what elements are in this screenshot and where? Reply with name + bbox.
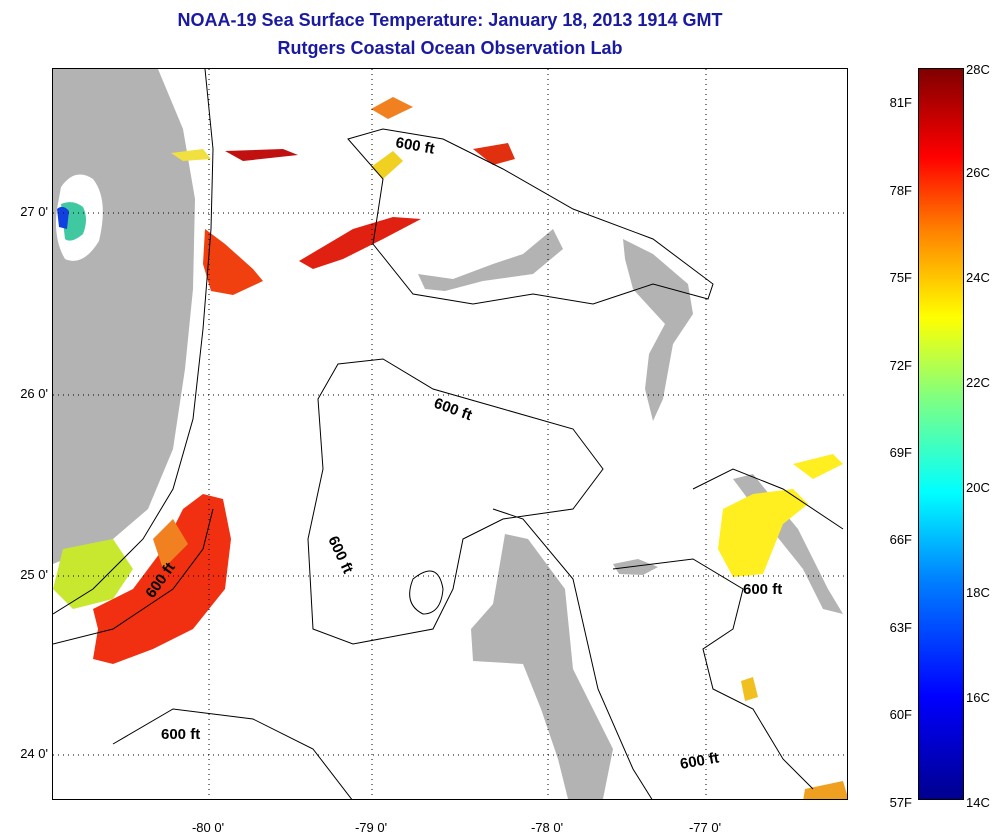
contour-600ft-central bbox=[307, 358, 604, 645]
contour-label: 600 ft bbox=[324, 534, 356, 577]
sst-patch-bahamas bbox=[718, 489, 808, 577]
lat-label: 26 0' bbox=[20, 386, 48, 401]
colorbar-f-label: 66F bbox=[889, 532, 912, 547]
colorbar-c-label: 20C bbox=[966, 480, 990, 495]
contour-600ft-florida bbox=[53, 69, 214, 615]
colorbar-f-label: 60F bbox=[889, 707, 912, 722]
florida-landmass bbox=[53, 69, 195, 564]
abaco-island bbox=[623, 239, 693, 421]
map-canvas: 600 ft 600 ft 600 ft 600 ft 600 ft 600 f… bbox=[53, 69, 847, 799]
contour-600ft-exumas bbox=[612, 558, 814, 790]
contour-label: 600 ft bbox=[679, 749, 721, 773]
lon-label: -80 0' bbox=[191, 820, 225, 835]
colorbar-f-label: 57F bbox=[889, 795, 912, 810]
contour-600ft-andros bbox=[492, 508, 653, 799]
contour-label: 600 ft bbox=[394, 134, 436, 158]
contour-600ft-grand-bahama bbox=[347, 128, 714, 305]
gridlines bbox=[53, 69, 847, 799]
colorbar-c-label: 24C bbox=[966, 270, 990, 285]
temperature-colorbar bbox=[918, 68, 964, 800]
contour-label: 600 ft bbox=[161, 726, 200, 743]
colorbar-f-label: 81F bbox=[889, 95, 912, 110]
map-subtitle: Rutgers Coastal Ocean Observation Lab bbox=[277, 38, 623, 58]
colorbar-f-label: 63F bbox=[889, 620, 912, 635]
map-title: NOAA-19 Sea Surface Temperature: January… bbox=[177, 10, 723, 30]
colorbar-f-label: 75F bbox=[889, 270, 912, 285]
lat-label: 27 0' bbox=[20, 204, 48, 219]
colorbar-f-label: 78F bbox=[889, 183, 912, 198]
colorbar-c-label: 28C bbox=[966, 62, 990, 77]
lat-label: 24 0' bbox=[20, 746, 48, 761]
colorbar-c-label: 14C bbox=[966, 795, 990, 810]
colorbar-c-label: 26C bbox=[966, 165, 990, 180]
grand-bahama bbox=[418, 229, 563, 291]
colorbar-c-label: 16C bbox=[966, 690, 990, 705]
lon-label: -79 0' bbox=[354, 820, 388, 835]
sst-patch-keys bbox=[93, 494, 231, 664]
nassau-island bbox=[613, 559, 658, 575]
lat-label: 25 0' bbox=[20, 567, 48, 582]
colorbar-f-label: 69F bbox=[889, 445, 912, 460]
lon-label: -78 0' bbox=[530, 820, 564, 835]
andros-island bbox=[471, 534, 613, 799]
contour-label: 600 ft bbox=[743, 581, 782, 598]
lon-label: -77 0' bbox=[688, 820, 722, 835]
colorbar-c-label: 18C bbox=[966, 585, 990, 600]
sst-map: 600 ft 600 ft 600 ft 600 ft 600 ft 600 f… bbox=[52, 68, 848, 800]
colorbar-c-label: 22C bbox=[966, 375, 990, 390]
sst-patch-gulfstream-n bbox=[203, 229, 263, 295]
colorbar-f-label: 72F bbox=[889, 358, 912, 373]
